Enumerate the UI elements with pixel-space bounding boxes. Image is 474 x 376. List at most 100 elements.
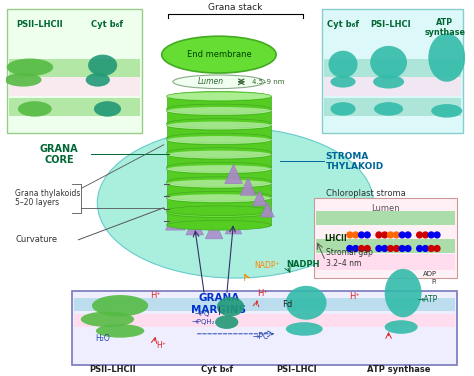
FancyBboxPatch shape (7, 9, 142, 133)
Circle shape (376, 232, 382, 238)
Text: 5–20 layers: 5–20 layers (15, 199, 60, 208)
Text: H⁺: H⁺ (151, 291, 161, 300)
Ellipse shape (166, 177, 271, 186)
Bar (166, 155, 271, 167)
Ellipse shape (166, 106, 271, 116)
Text: 4.5–9 nm: 4.5–9 nm (252, 79, 284, 85)
Text: ADP: ADP (423, 271, 438, 277)
Ellipse shape (166, 194, 271, 202)
FancyBboxPatch shape (314, 198, 457, 277)
Bar (166, 213, 271, 225)
Ellipse shape (166, 104, 271, 114)
Polygon shape (205, 220, 223, 239)
Ellipse shape (166, 208, 271, 217)
Bar (9, 98, 140, 116)
Circle shape (434, 246, 440, 252)
Ellipse shape (97, 128, 374, 278)
Circle shape (353, 246, 358, 252)
Circle shape (382, 232, 388, 238)
Circle shape (393, 232, 399, 238)
Ellipse shape (166, 191, 271, 201)
Text: H⁺: H⁺ (349, 293, 360, 302)
Ellipse shape (385, 269, 421, 317)
Bar (324, 77, 461, 96)
Ellipse shape (166, 121, 271, 130)
Text: Pᵢ: Pᵢ (431, 279, 437, 285)
Circle shape (405, 232, 411, 238)
Text: Lumen: Lumen (371, 204, 400, 213)
Circle shape (399, 232, 405, 238)
Circle shape (376, 246, 382, 252)
Text: Chloroplast stroma: Chloroplast stroma (326, 189, 405, 198)
Text: Cyt b₆f: Cyt b₆f (91, 20, 124, 29)
Text: H⁺: H⁺ (156, 341, 166, 350)
Text: Curvature: Curvature (15, 235, 57, 244)
Ellipse shape (217, 297, 244, 316)
Ellipse shape (166, 92, 271, 100)
Ellipse shape (166, 179, 271, 188)
Ellipse shape (166, 121, 271, 129)
Ellipse shape (428, 33, 465, 82)
Text: PSI–LHCI: PSI–LHCI (276, 365, 317, 374)
Circle shape (428, 232, 434, 238)
Text: →PQ: →PQ (195, 311, 210, 317)
Circle shape (393, 246, 399, 252)
Ellipse shape (166, 151, 271, 158)
Circle shape (434, 232, 440, 238)
Text: ATP synthase: ATP synthase (366, 365, 430, 374)
Circle shape (399, 246, 405, 252)
Circle shape (422, 232, 428, 238)
Ellipse shape (92, 295, 148, 316)
Circle shape (347, 246, 353, 252)
Ellipse shape (18, 101, 52, 117)
Ellipse shape (385, 320, 418, 334)
Bar (166, 96, 271, 109)
Text: Cyt b₆f: Cyt b₆f (201, 365, 233, 374)
Polygon shape (165, 209, 185, 230)
Text: Grana stack: Grana stack (208, 3, 263, 12)
Text: H⁺: H⁺ (257, 289, 268, 297)
Bar (73, 314, 456, 327)
Text: Lumen: Lumen (198, 77, 224, 86)
Circle shape (358, 232, 365, 238)
Polygon shape (186, 215, 203, 235)
Text: STROMA
THYLAKOID: STROMA THYLAKOID (326, 152, 384, 171)
Bar (9, 77, 140, 96)
Text: →ATP: →ATP (418, 296, 438, 304)
Bar (166, 198, 271, 211)
Circle shape (388, 232, 393, 238)
Ellipse shape (370, 46, 407, 79)
Bar (316, 211, 456, 225)
Text: PSII–LHCII: PSII–LHCII (16, 20, 63, 29)
Ellipse shape (330, 102, 356, 116)
Bar (324, 59, 461, 77)
Ellipse shape (166, 150, 271, 159)
Circle shape (358, 246, 365, 252)
Circle shape (417, 232, 422, 238)
Ellipse shape (88, 55, 117, 76)
Ellipse shape (166, 136, 271, 144)
Circle shape (365, 246, 370, 252)
Ellipse shape (215, 315, 238, 329)
Bar (166, 125, 271, 138)
Text: H₂O: H₂O (95, 334, 110, 343)
Text: Stromal gap
3.2–4 nm: Stromal gap 3.2–4 nm (326, 249, 373, 268)
Ellipse shape (166, 206, 271, 215)
Ellipse shape (166, 220, 271, 230)
Circle shape (417, 246, 422, 252)
Circle shape (382, 246, 388, 252)
Text: GRANA
MARGINS: GRANA MARGINS (191, 293, 246, 315)
Text: LHCII: LHCII (324, 234, 346, 243)
Ellipse shape (166, 165, 271, 173)
Ellipse shape (166, 148, 271, 158)
Ellipse shape (373, 75, 404, 89)
Ellipse shape (94, 101, 121, 117)
Text: PSII–LHCII: PSII–LHCII (89, 365, 136, 374)
Ellipse shape (7, 59, 53, 76)
Ellipse shape (166, 107, 271, 115)
Polygon shape (225, 164, 242, 183)
Text: →PQH₂: →PQH₂ (192, 319, 215, 325)
Ellipse shape (166, 135, 271, 145)
Text: PSI–LHCI: PSI–LHCI (370, 20, 411, 29)
FancyBboxPatch shape (322, 9, 463, 133)
